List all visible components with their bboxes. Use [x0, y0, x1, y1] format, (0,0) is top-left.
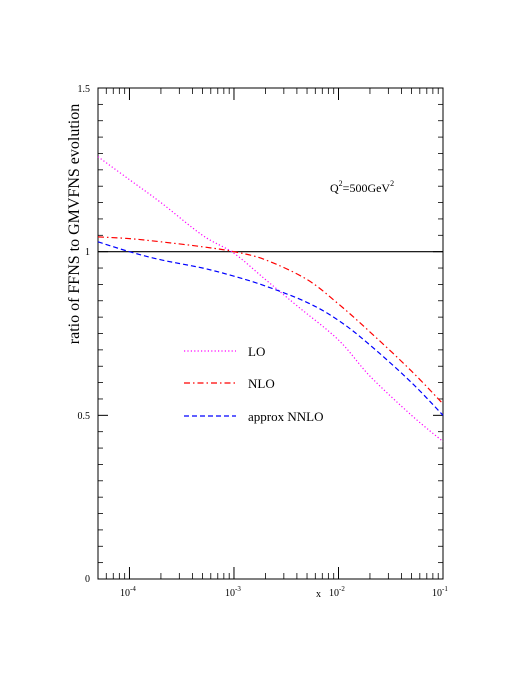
legend-label-approx-nnlo: approx NNLO	[248, 409, 323, 424]
legend: LO NLO approx NNLO	[184, 344, 323, 424]
y-axis-label: ratio of FFNS to GMVFNS evolution	[66, 104, 83, 344]
x-axis-label: x	[316, 589, 321, 600]
minor-ticks	[97, 88, 443, 579]
x-tick-label-3: 10-1	[432, 585, 448, 599]
y-tick-label-0: 0	[85, 574, 90, 585]
series-layer	[97, 156, 444, 442]
q2-annotation: Q2=500GeV2	[330, 179, 394, 195]
series-line-lo	[97, 156, 444, 442]
major-ticks	[98, 87, 444, 580]
x-tick-label-2: 10-2	[329, 585, 345, 599]
y-tick-label-1: 0.5	[78, 411, 91, 422]
x-tick-label-0: 10-4	[120, 585, 136, 599]
y-tick-label-3: 1.5	[78, 84, 91, 95]
series-line-nlo	[97, 236, 444, 405]
x-tick-label-1: 10-3	[225, 585, 241, 599]
legend-label-nlo: NLO	[248, 376, 275, 391]
plot-frame	[97, 87, 444, 580]
legend-label-lo: LO	[248, 344, 265, 359]
y-tick-label-2: 1	[85, 247, 90, 258]
